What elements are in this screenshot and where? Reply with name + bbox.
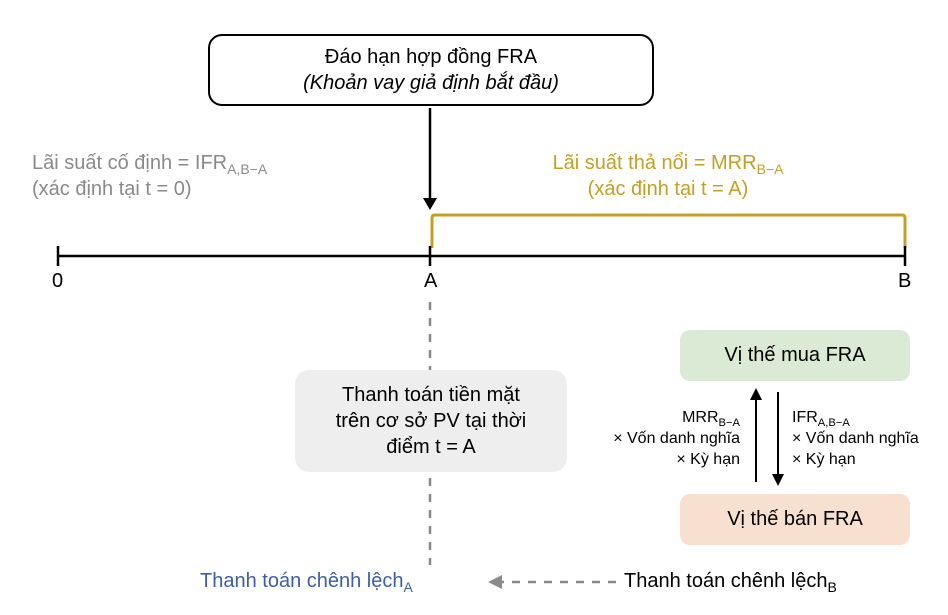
pv-l3: điểm t = A bbox=[313, 434, 549, 460]
pv-l1: Thanh toán tiền mặt bbox=[313, 382, 549, 408]
up-arrow-head bbox=[750, 388, 762, 400]
short-position-label: Vị thế bán FRA bbox=[727, 508, 863, 530]
settlement-B: Thanh toán chênh lệchB bbox=[624, 570, 837, 593]
callout-arrow-head bbox=[423, 198, 437, 210]
label-zero: 0 bbox=[52, 270, 63, 293]
horiz-dash-head bbox=[488, 575, 502, 589]
calc-left-l3: × Kỳ hạn bbox=[600, 450, 740, 471]
calc-right-l1: IFRA,B−A bbox=[792, 408, 942, 429]
pv-settlement-box: Thanh toán tiền mặt trên cơ sở PV tại th… bbox=[295, 370, 567, 472]
label-B: B bbox=[898, 270, 911, 293]
down-arrow-head bbox=[772, 474, 784, 486]
calc-right: IFRA,B−A × Vốn danh nghĩa × Kỳ hạn bbox=[792, 408, 942, 470]
long-position-label: Vị thế mua FRA bbox=[724, 344, 865, 366]
short-position-box: Vị thế bán FRA bbox=[680, 494, 910, 545]
calc-left-l1: MRRB−A bbox=[600, 408, 740, 429]
calc-right-l3: × Kỳ hạn bbox=[792, 450, 942, 471]
long-position-box: Vị thế mua FRA bbox=[680, 330, 910, 381]
calc-right-l2: × Vốn danh nghĩa bbox=[792, 429, 942, 450]
pv-l2: trên cơ sở PV tại thời bbox=[313, 408, 549, 434]
float-bracket bbox=[432, 215, 905, 248]
settlement-A: Thanh toán chênh lệchA bbox=[200, 570, 413, 593]
label-A: A bbox=[424, 270, 437, 293]
calc-left: MRRB−A × Vốn danh nghĩa × Kỳ hạn bbox=[600, 408, 740, 470]
calc-left-l2: × Vốn danh nghĩa bbox=[600, 429, 740, 450]
